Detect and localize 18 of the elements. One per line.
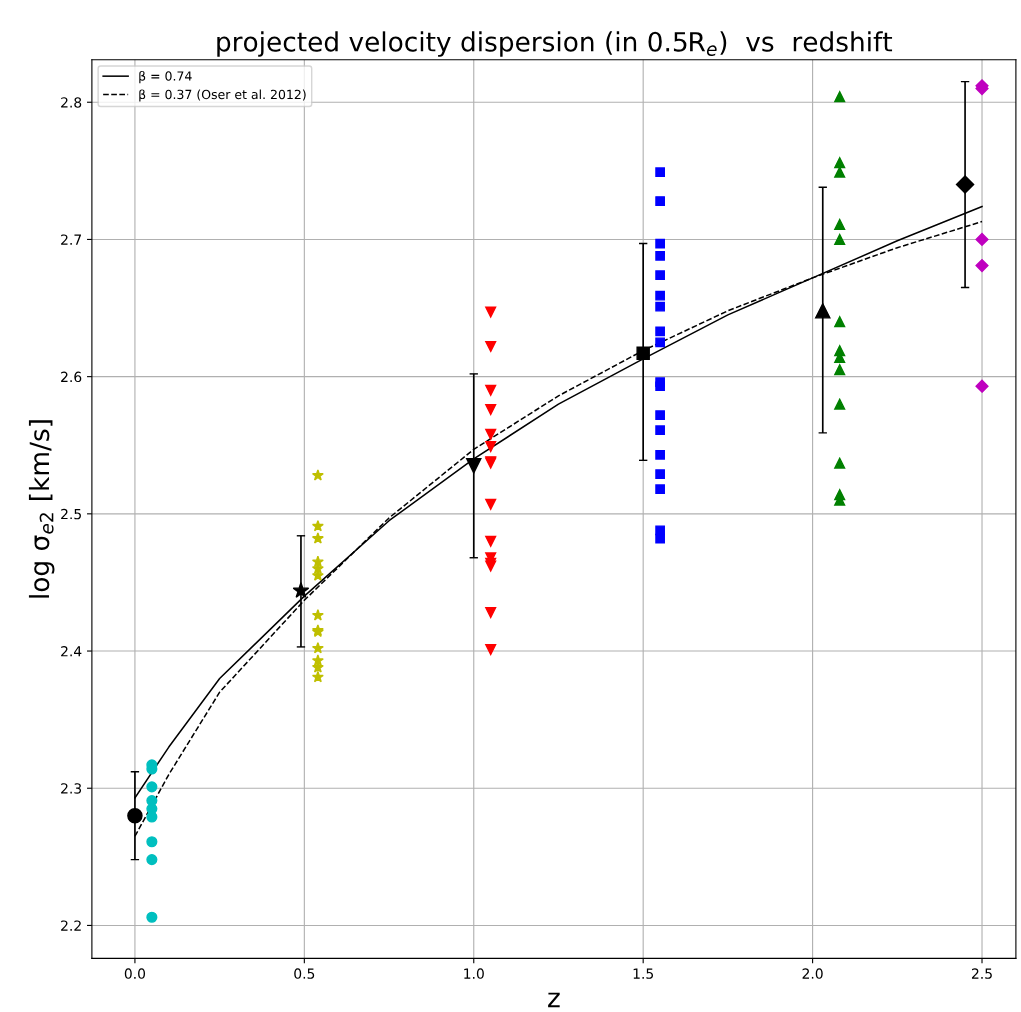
- x-tick-label: 2.5: [971, 968, 992, 979]
- y-tick-label: 2.2: [61, 920, 81, 931]
- y-tick-label: 2.3: [61, 783, 82, 794]
- legend-label: β = 0.37 (Oser et al. 2012): [139, 89, 306, 102]
- y-tick-label: 2.4: [61, 646, 82, 657]
- legend-label: β = 0.74: [139, 70, 192, 84]
- x-tick-label: 1.5: [633, 968, 654, 979]
- chart-title: projected velocity dispersion (in 0.5R$_{e}$) vs redshift: [217, 31, 893, 57]
- x-axis-title: z: [548, 992, 560, 1008]
- x-tick-label: 0.5: [294, 968, 315, 979]
- y-tick-label: 2.5: [61, 508, 81, 520]
- x-tick-label: 1.0: [464, 968, 484, 979]
- y-tick-label: 2.6: [61, 371, 82, 383]
- x-tick-label: 2.0: [802, 968, 823, 979]
- y-axis-title: log σ$_{e2}$ [km/s]: [28, 420, 55, 598]
- y-tick-label: 2.8: [61, 97, 82, 108]
- x-tick-label: 0.0: [124, 968, 146, 979]
- y-tick-label: 2.7: [61, 234, 81, 245]
